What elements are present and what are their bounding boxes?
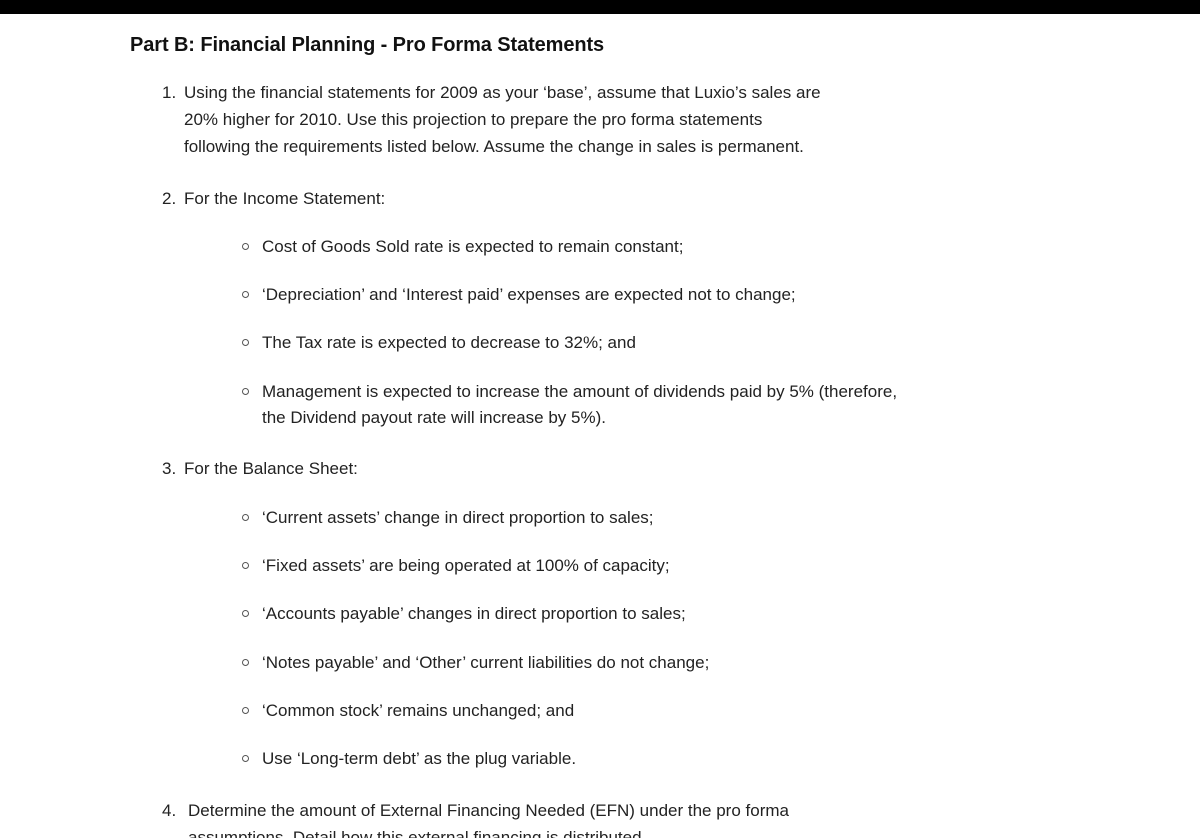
sub-list-item: ‘Common stock’ remains unchanged; and bbox=[242, 698, 1070, 724]
main-ordered-list: Using the financial statements for 2009 … bbox=[130, 79, 1070, 838]
sub-item-text: The Tax rate is expected to decrease to … bbox=[262, 333, 636, 352]
sub-list-item: ‘Depreciation’ and ‘Interest paid’ expen… bbox=[242, 282, 1070, 308]
list-item-4: Determine the amount of External Financi… bbox=[162, 797, 1070, 838]
sub-item-text: ‘Notes payable’ and ‘Other’ current liab… bbox=[262, 653, 709, 672]
sub-list-item: Use ‘Long-term debt’ as the plug variabl… bbox=[242, 746, 1070, 772]
sub-item-text: ‘Fixed assets’ are being operated at 100… bbox=[262, 556, 670, 575]
list-item-3: For the Balance Sheet: ‘Current assets’ … bbox=[162, 455, 1070, 772]
section-heading: Part B: Financial Planning - Pro Forma S… bbox=[130, 34, 1070, 57]
sub-list-item: ‘Fixed assets’ are being operated at 100… bbox=[242, 553, 1070, 579]
sub-item-text: ‘Current assets’ change in direct propor… bbox=[262, 508, 654, 527]
list-item-text: For the Income Statement: bbox=[184, 185, 824, 212]
list-item-2: For the Income Statement: Cost of Goods … bbox=[162, 185, 1070, 432]
sub-item-text: Cost of Goods Sold rate is expected to r… bbox=[262, 237, 683, 256]
list-item-1: Using the financial statements for 2009 … bbox=[162, 79, 1070, 161]
window-topbar bbox=[0, 0, 1200, 14]
sub-item-text: Management is expected to increase the a… bbox=[262, 379, 902, 432]
sub-list-balance: ‘Current assets’ change in direct propor… bbox=[184, 505, 1070, 773]
sub-list-item: Cost of Goods Sold rate is expected to r… bbox=[242, 234, 1070, 260]
sub-item-text: ‘Depreciation’ and ‘Interest paid’ expen… bbox=[262, 285, 796, 304]
list-item-text: Using the financial statements for 2009 … bbox=[184, 79, 824, 161]
sub-list-income: Cost of Goods Sold rate is expected to r… bbox=[184, 234, 1070, 432]
sub-list-item: Management is expected to increase the a… bbox=[242, 379, 1070, 432]
sub-list-item: The Tax rate is expected to decrease to … bbox=[242, 330, 1070, 356]
sub-item-text: ‘Common stock’ remains unchanged; and bbox=[262, 701, 574, 720]
list-item-text: Determine the amount of External Financi… bbox=[188, 797, 828, 838]
sub-list-item: ‘Notes payable’ and ‘Other’ current liab… bbox=[242, 650, 1070, 676]
sub-item-text: ‘Accounts payable’ changes in direct pro… bbox=[262, 604, 686, 623]
sub-list-item: ‘Accounts payable’ changes in direct pro… bbox=[242, 601, 1070, 627]
sub-item-text: Use ‘Long-term debt’ as the plug variabl… bbox=[262, 749, 576, 768]
list-item-text: For the Balance Sheet: bbox=[184, 455, 824, 482]
document-page: Part B: Financial Planning - Pro Forma S… bbox=[0, 14, 1200, 838]
sub-list-item: ‘Current assets’ change in direct propor… bbox=[242, 505, 1070, 531]
